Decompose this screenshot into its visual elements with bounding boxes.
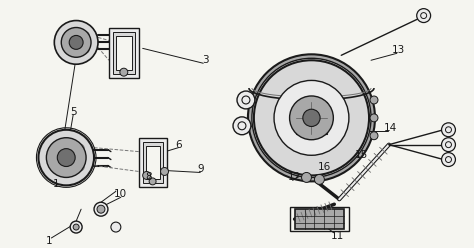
- Circle shape: [143, 171, 151, 179]
- Circle shape: [38, 130, 94, 185]
- Circle shape: [94, 202, 108, 216]
- Text: 13: 13: [392, 45, 405, 55]
- Bar: [116, 36, 132, 70]
- Circle shape: [417, 9, 430, 23]
- Circle shape: [46, 138, 86, 177]
- Text: 9: 9: [197, 164, 203, 175]
- Circle shape: [149, 178, 156, 185]
- Text: 8: 8: [146, 172, 152, 183]
- Text: 12: 12: [288, 172, 301, 183]
- Circle shape: [161, 167, 168, 175]
- Text: 10: 10: [114, 189, 128, 199]
- Circle shape: [252, 58, 371, 177]
- Circle shape: [233, 117, 251, 135]
- Circle shape: [69, 35, 83, 49]
- Circle shape: [290, 96, 333, 140]
- Circle shape: [314, 174, 324, 184]
- Bar: [113, 32, 135, 74]
- Circle shape: [57, 149, 75, 166]
- Circle shape: [120, 68, 128, 76]
- Text: 3: 3: [202, 55, 209, 65]
- Text: 14: 14: [384, 123, 398, 133]
- Bar: [146, 146, 160, 179]
- Circle shape: [301, 172, 311, 182]
- Bar: [139, 138, 166, 187]
- Text: 1: 1: [53, 179, 60, 189]
- Circle shape: [55, 21, 98, 64]
- Circle shape: [274, 80, 349, 155]
- Text: 1: 1: [46, 236, 53, 246]
- Circle shape: [248, 54, 375, 181]
- Circle shape: [97, 205, 105, 213]
- Text: 5: 5: [70, 107, 76, 117]
- Bar: [143, 142, 163, 183]
- Text: 11: 11: [331, 231, 344, 241]
- Circle shape: [441, 138, 456, 152]
- Circle shape: [303, 109, 320, 126]
- Circle shape: [370, 114, 378, 122]
- Circle shape: [73, 224, 79, 230]
- Circle shape: [70, 221, 82, 233]
- Text: 15: 15: [355, 150, 368, 160]
- Circle shape: [237, 91, 255, 109]
- Bar: [294, 209, 344, 229]
- Text: 6: 6: [175, 140, 182, 150]
- Circle shape: [441, 153, 456, 166]
- Bar: [296, 102, 328, 134]
- Circle shape: [370, 132, 378, 140]
- Circle shape: [61, 28, 91, 57]
- Circle shape: [254, 60, 369, 175]
- Circle shape: [111, 222, 121, 232]
- Circle shape: [441, 123, 456, 137]
- Bar: [290, 207, 349, 231]
- Bar: [109, 29, 139, 78]
- Text: 16: 16: [318, 162, 331, 173]
- Circle shape: [370, 96, 378, 104]
